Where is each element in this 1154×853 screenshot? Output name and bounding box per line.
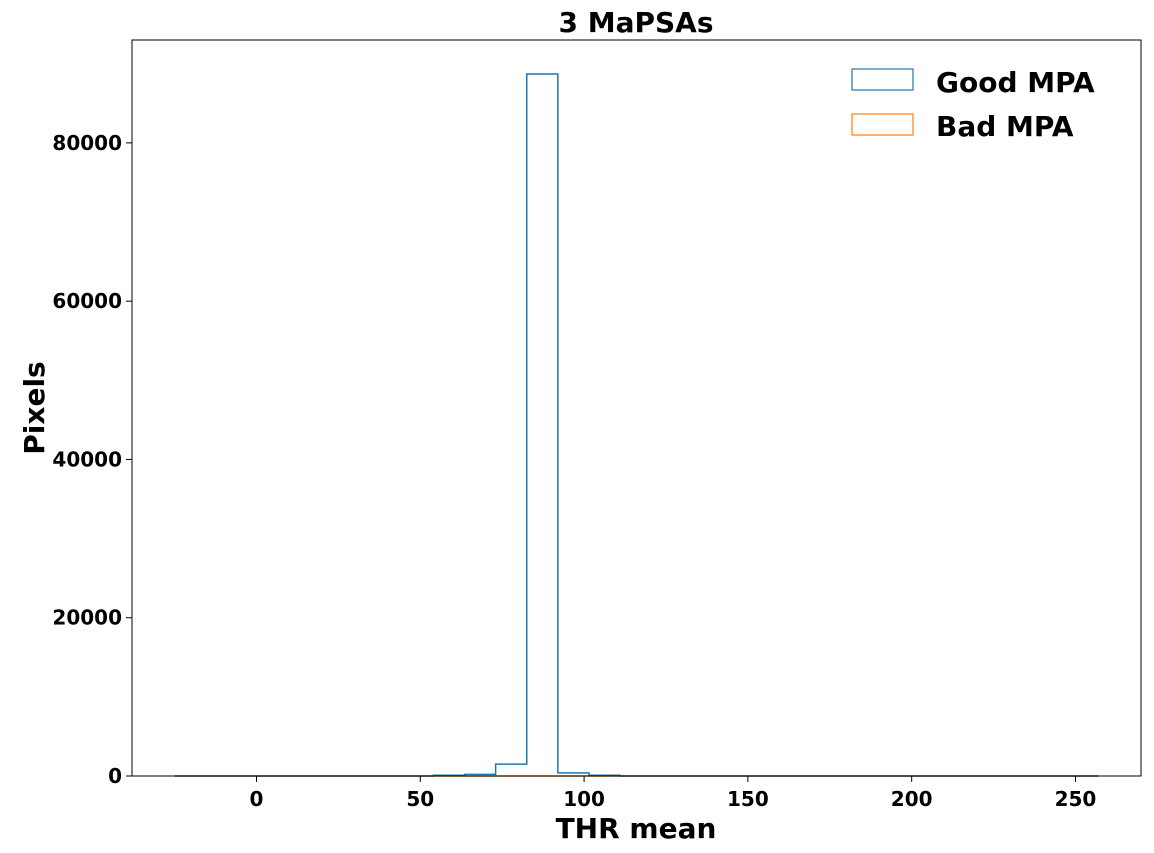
x-tick-label: 0 [250, 787, 264, 811]
y-axis-title: Pixels [18, 361, 51, 454]
legend-label-good-mpa: Good MPA [936, 66, 1095, 99]
legend-label-bad-mpa: Bad MPA [936, 110, 1074, 143]
y-tick-label: 80000 [52, 131, 122, 155]
y-tick-label: 40000 [52, 447, 122, 471]
legend-swatch-bad-mpa [851, 113, 914, 136]
x-axis-title: THR mean [556, 812, 717, 845]
series-outline-good-mpa [174, 73, 1099, 777]
x-tick-label: 50 [406, 787, 434, 811]
chart-title: 3 MaPSAs [558, 6, 713, 39]
y-tick-label: 20000 [52, 606, 122, 630]
x-tick-label: 100 [563, 787, 605, 811]
plot-frame [131, 39, 1142, 777]
y-axis-ticks: 0 20000 40000 60000 80000 [52, 131, 132, 788]
legend-swatch-good-mpa [851, 68, 914, 91]
y-tick-label: 0 [108, 764, 122, 788]
y-tick-label: 60000 [52, 289, 122, 313]
x-tick-label: 250 [1055, 787, 1097, 811]
legend: Good MPA Bad MPA [851, 66, 1095, 143]
x-axis-ticks: 0 50 100 150 200 250 [250, 776, 1097, 811]
x-tick-label: 200 [891, 787, 933, 811]
x-tick-label: 150 [727, 787, 769, 811]
